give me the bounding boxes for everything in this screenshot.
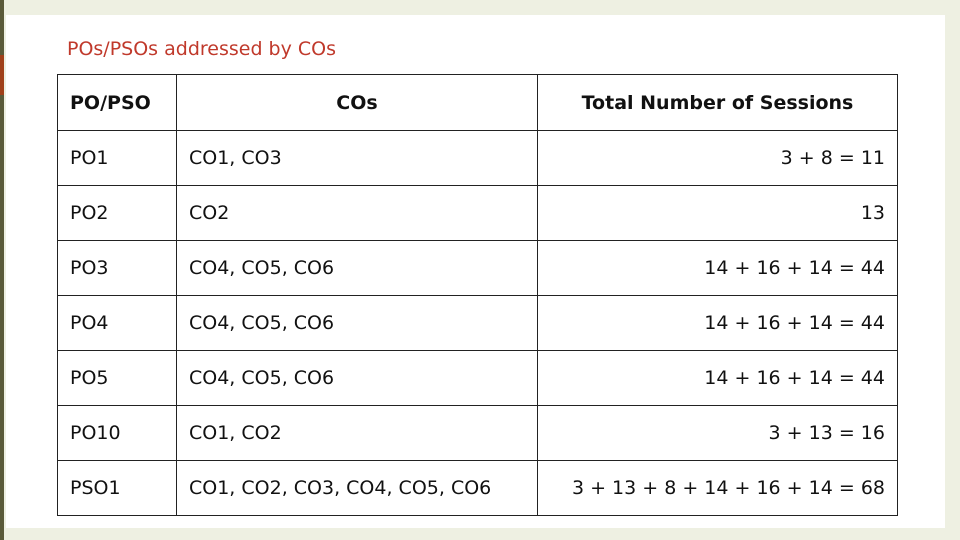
table-cell: 3 + 13 + 8 + 14 + 16 + 14 = 68	[537, 460, 898, 516]
table-cell: CO4, CO5, CO6	[176, 350, 538, 406]
table-cell: 3 + 13 = 16	[537, 405, 898, 461]
table-cell: CO2	[176, 185, 538, 241]
table-row: PO3 CO4, CO5, CO6 14 + 16 + 14 = 44	[57, 240, 898, 296]
table-cell: PO1	[57, 130, 177, 186]
table-cell: CO1, CO2, CO3, CO4, CO5, CO6	[176, 460, 538, 516]
header-row: PO/PSO COs Total Number of Sessions	[57, 74, 898, 131]
column-header: PO/PSO	[57, 74, 177, 131]
table-cell: CO1, CO2	[176, 405, 538, 461]
table-cell: CO4, CO5, CO6	[176, 240, 538, 296]
table-cell: 14 + 16 + 14 = 44	[537, 350, 898, 406]
table-body: PO1 CO1, CO3 3 + 8 = 11 PO2 CO2 13 PO3 CO4, CO5…	[57, 130, 898, 516]
column-header: Total Number of Sessions	[537, 74, 898, 131]
table-row: PO10 CO1, CO2 3 + 13 = 16	[57, 405, 898, 461]
table-cell: 13	[537, 185, 898, 241]
left-bar	[0, 0, 4, 540]
table-cell: CO1, CO3	[176, 130, 538, 186]
table-cell: PO5	[57, 350, 177, 406]
table-cell: PO10	[57, 405, 177, 461]
table-cell: 14 + 16 + 14 = 44	[537, 240, 898, 296]
table-row: PO5 CO4, CO5, CO6 14 + 16 + 14 = 44	[57, 350, 898, 406]
left-accent	[0, 55, 4, 95]
table-cell: 14 + 16 + 14 = 44	[537, 295, 898, 351]
table-row: PO4 CO4, CO5, CO6 14 + 16 + 14 = 44	[57, 295, 898, 351]
table-cell: PO2	[57, 185, 177, 241]
column-header: COs	[176, 74, 538, 131]
title: POs/PSOs addressed by COs	[67, 38, 337, 60]
table-cell: PO4	[57, 295, 177, 351]
table-cell: CO4, CO5, CO6	[176, 295, 538, 351]
table-row: PO1 CO1, CO3 3 + 8 = 11	[57, 130, 898, 186]
table-cell: 3 + 8 = 11	[537, 130, 898, 186]
table: PO/PSO COs Total Number of Sessions PO1 CO1…	[57, 74, 898, 516]
table-row: PSO1 CO1, CO2, CO3, CO4, CO5, CO6 3 + 13 +…	[57, 460, 898, 516]
table-row: PO2 CO2 13	[57, 185, 898, 241]
table-cell: PSO1	[57, 460, 177, 516]
table-cell: PO3	[57, 240, 177, 296]
